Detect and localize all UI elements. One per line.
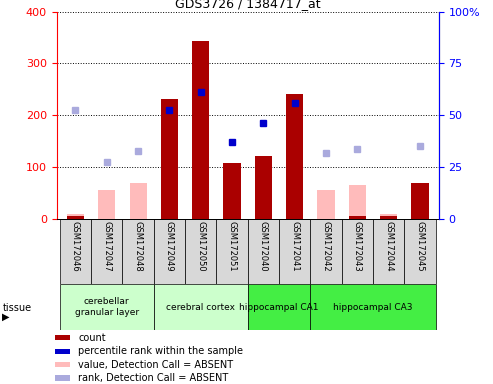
FancyBboxPatch shape <box>216 219 248 284</box>
Bar <box>349 185 366 219</box>
Bar <box>55 335 70 341</box>
Text: GSM172045: GSM172045 <box>416 221 424 271</box>
Text: rank, Detection Call = ABSENT: rank, Detection Call = ABSENT <box>78 373 228 383</box>
Text: GSM172047: GSM172047 <box>103 221 111 271</box>
Text: value, Detection Call = ABSENT: value, Detection Call = ABSENT <box>78 360 233 370</box>
Text: GSM172046: GSM172046 <box>71 221 80 271</box>
Bar <box>130 183 147 219</box>
Bar <box>154 284 248 330</box>
Text: cerebellar
granular layer: cerebellar granular layer <box>75 298 139 317</box>
Text: GSM172050: GSM172050 <box>196 221 205 271</box>
Bar <box>161 99 178 219</box>
Bar <box>311 284 436 330</box>
FancyBboxPatch shape <box>279 219 311 284</box>
Text: GSM172044: GSM172044 <box>384 221 393 271</box>
Text: hippocampal CA3: hippocampal CA3 <box>333 303 413 312</box>
Bar <box>192 41 210 219</box>
Text: tissue: tissue <box>2 303 32 313</box>
Text: GSM172042: GSM172042 <box>321 221 330 271</box>
Text: hippocampal CA1: hippocampal CA1 <box>239 303 319 312</box>
FancyBboxPatch shape <box>248 219 279 284</box>
Bar <box>380 216 397 219</box>
Bar <box>67 214 84 219</box>
Bar <box>55 362 70 367</box>
Bar <box>411 183 428 219</box>
Text: percentile rank within the sample: percentile rank within the sample <box>78 346 243 356</box>
FancyBboxPatch shape <box>60 219 91 284</box>
Bar <box>317 190 335 219</box>
Bar <box>248 284 311 330</box>
Text: GSM172041: GSM172041 <box>290 221 299 271</box>
Bar <box>223 163 241 219</box>
FancyBboxPatch shape <box>185 219 216 284</box>
FancyBboxPatch shape <box>373 219 404 284</box>
Text: GSM172043: GSM172043 <box>353 221 362 271</box>
Text: ▶: ▶ <box>2 312 10 322</box>
FancyBboxPatch shape <box>404 219 436 284</box>
FancyBboxPatch shape <box>154 219 185 284</box>
Bar <box>286 94 303 219</box>
Bar <box>255 156 272 219</box>
Text: GSM172040: GSM172040 <box>259 221 268 271</box>
Text: GSM172051: GSM172051 <box>228 221 237 271</box>
Bar <box>55 349 70 354</box>
Title: GDS3726 / 1384717_at: GDS3726 / 1384717_at <box>175 0 320 10</box>
FancyBboxPatch shape <box>342 219 373 284</box>
Bar <box>98 190 115 219</box>
FancyBboxPatch shape <box>122 219 154 284</box>
FancyBboxPatch shape <box>91 219 122 284</box>
Bar <box>380 214 397 219</box>
Text: cerebral cortex: cerebral cortex <box>166 303 235 312</box>
Bar <box>349 216 366 219</box>
Text: GSM172048: GSM172048 <box>134 221 142 271</box>
FancyBboxPatch shape <box>311 219 342 284</box>
Text: count: count <box>78 333 106 343</box>
Bar <box>55 376 70 381</box>
Bar <box>60 284 154 330</box>
Text: GSM172049: GSM172049 <box>165 221 174 271</box>
Bar <box>67 216 84 219</box>
